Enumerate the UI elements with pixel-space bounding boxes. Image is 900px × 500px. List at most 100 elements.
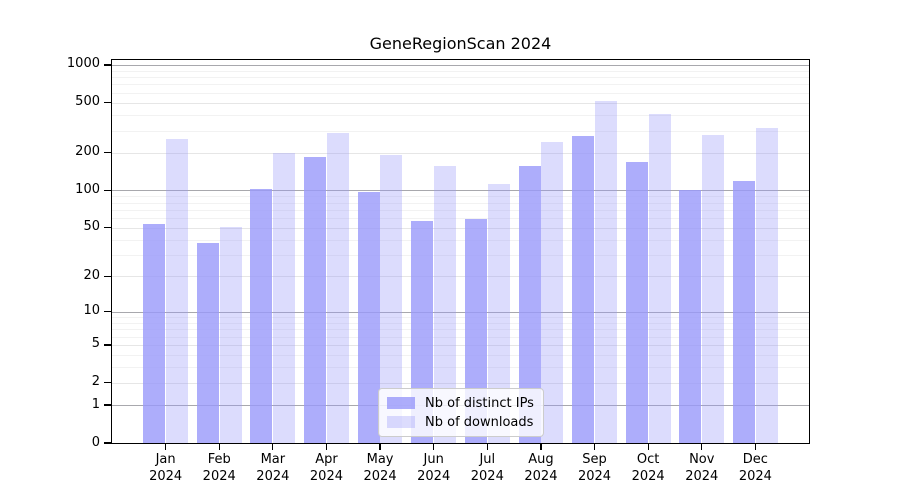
gridline	[112, 102, 809, 104]
y-tick-mark	[104, 275, 111, 277]
x-tick-label: Oct 2024	[618, 451, 678, 485]
bar-downloads-oct	[648, 113, 671, 443]
legend: Nb of distinct IPs Nb of downloads	[378, 388, 544, 437]
x-tick-mark	[647, 444, 649, 450]
gridline	[112, 227, 809, 229]
legend-entry-downloads: Nb of downloads	[387, 415, 535, 430]
y-tick-label: 20	[83, 267, 100, 283]
bar-distinct-ips-mar	[250, 189, 273, 443]
y-tick-mark	[104, 382, 111, 384]
y-tick-mark	[104, 404, 111, 406]
minor-gridline	[112, 239, 809, 241]
bar-downloads-mar	[273, 153, 296, 443]
month-label: Jun	[423, 452, 444, 467]
bar-distinct-ips-may	[357, 192, 380, 443]
minor-gridline	[112, 84, 809, 86]
x-tick-label: Apr 2024	[296, 451, 356, 485]
minor-gridline	[112, 354, 809, 356]
plot-area	[111, 59, 810, 444]
year-label: 2024	[417, 469, 451, 484]
x-tick-label: Mar 2024	[243, 451, 303, 485]
gridline	[112, 382, 809, 384]
minor-gridline	[112, 209, 809, 211]
x-tick-mark	[165, 444, 167, 450]
year-label: 2024	[577, 469, 612, 484]
bar-distinct-ips-jun	[411, 220, 434, 443]
gridline	[112, 276, 809, 278]
bar-downloads-aug	[541, 141, 564, 443]
bar-distinct-ips-aug	[518, 165, 541, 443]
bar-distinct-ips-nov	[679, 190, 702, 443]
minor-gridline	[112, 77, 809, 79]
minor-gridline	[112, 70, 809, 72]
month-label: Dec	[742, 452, 768, 467]
bar-distinct-ips-jan	[143, 223, 166, 443]
major-gridline	[112, 64, 809, 66]
y-tick-label: 50	[83, 219, 100, 235]
bar-downloads-jul	[487, 183, 510, 443]
major-gridline	[112, 190, 809, 192]
y-tick-label: 0	[91, 434, 100, 450]
x-tick-mark	[272, 444, 274, 450]
x-tick-label: Sep 2024	[565, 451, 625, 485]
month-label: Jan	[155, 452, 176, 467]
gridline	[112, 344, 809, 346]
y-tick-label: 500	[75, 94, 100, 110]
x-tick-label: Feb 2024	[189, 451, 249, 485]
x-tick-mark	[540, 444, 542, 450]
legend-label-distinct-ips: Nb of distinct IPs	[425, 395, 534, 411]
legend-label-downloads: Nb of downloads	[425, 414, 534, 430]
minor-gridline	[112, 322, 809, 324]
x-tick-mark	[218, 444, 220, 450]
y-tick-label: 1000	[66, 56, 100, 72]
y-tick-mark	[104, 102, 111, 104]
year-label: 2024	[631, 469, 665, 484]
x-tick-mark	[325, 444, 328, 450]
legend-swatch-downloads	[387, 416, 415, 428]
year-label: 2024	[363, 469, 397, 484]
bar-distinct-ips-apr	[304, 157, 327, 443]
y-tick-label: 200	[75, 144, 100, 160]
x-tick-label: Nov 2024	[672, 451, 732, 485]
month-label: Aug	[528, 452, 554, 467]
x-tick-label: Dec 2024	[725, 451, 785, 485]
month-label: Feb	[207, 452, 231, 467]
bar-distinct-ips-oct	[625, 161, 648, 443]
major-gridline	[112, 311, 809, 313]
minor-gridline	[112, 130, 809, 132]
bar-distinct-ips-dec	[732, 180, 755, 443]
x-tick-mark	[754, 444, 756, 450]
x-tick-mark	[486, 444, 488, 450]
y-tick-label: 10	[83, 303, 100, 319]
bar-downloads-dec	[755, 127, 778, 443]
year-label: 2024	[149, 469, 183, 484]
y-tick-mark	[104, 311, 111, 313]
month-label: Oct	[636, 452, 660, 467]
chart-title: GeneRegionScan 2024	[369, 34, 552, 53]
x-tick-mark	[433, 444, 435, 450]
bar-downloads-apr	[326, 132, 349, 443]
bar-distinct-ips-feb	[196, 242, 219, 443]
x-tick-mark	[379, 444, 381, 450]
bar-downloads-sep	[594, 100, 617, 443]
minor-gridline	[112, 367, 809, 369]
bar-downloads-jun	[434, 165, 457, 443]
y-tick-mark	[104, 152, 111, 154]
bar-distinct-ips-sep	[572, 136, 595, 443]
y-tick-label: 5	[91, 336, 100, 352]
month-label: Jul	[479, 452, 496, 467]
minor-gridline	[112, 196, 809, 198]
year-label: 2024	[470, 469, 504, 484]
x-tick-mark	[593, 444, 596, 450]
month-label: Mar	[260, 452, 286, 467]
x-tick-label: Jan 2024	[136, 451, 196, 485]
y-tick-label: 2	[91, 374, 100, 390]
bar-downloads-nov	[702, 134, 725, 443]
x-tick-mark	[701, 444, 703, 450]
month-label: Sep	[582, 452, 607, 467]
legend-entry-distinct-ips: Nb of distinct IPs	[387, 396, 535, 411]
month-label: Apr	[315, 452, 338, 467]
year-label: 2024	[685, 469, 719, 484]
y-tick-mark	[104, 64, 111, 66]
bar-downloads-feb	[219, 226, 242, 443]
